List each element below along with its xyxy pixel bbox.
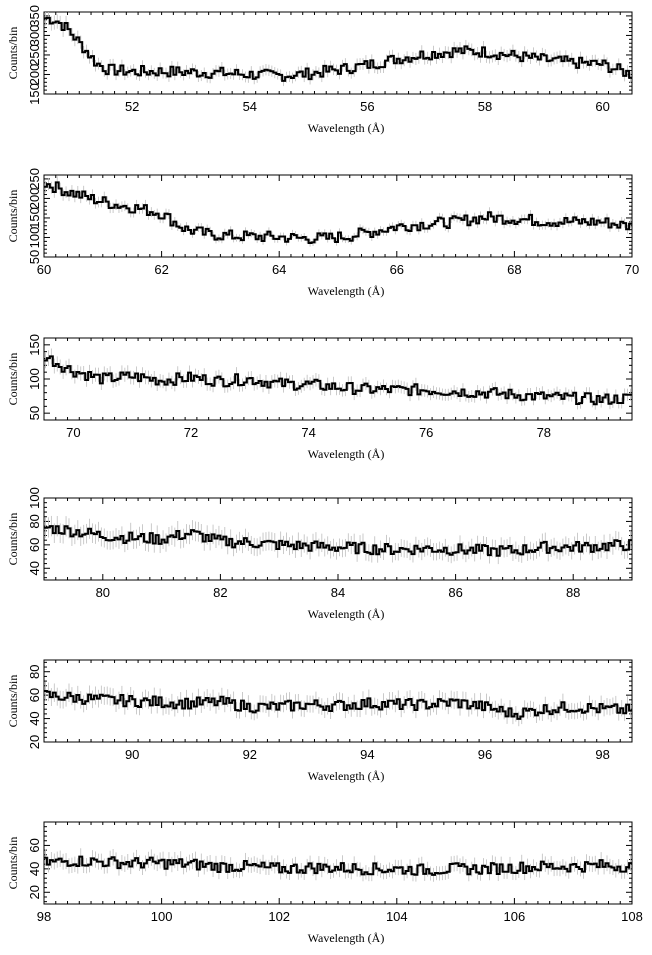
spectrum-panel-6: 98 100 102 104 106 108 20 40 60 Wavelength (Å) Cou… (6, 821, 643, 945)
x-tick-label: 88 (566, 585, 580, 600)
y-tick-label: 200 (27, 64, 42, 86)
x-tick-label: 78 (537, 425, 551, 440)
error-bars (45, 681, 631, 727)
y-axis-label: Counts/bin (6, 675, 20, 728)
x-axis-label: Wavelength (Å) (308, 607, 385, 621)
spectrum-line (44, 525, 632, 557)
x-axis-label: Wavelength (Å) (308, 284, 385, 298)
spectrum-line (44, 16, 632, 82)
y-tick-label: 80 (27, 664, 42, 678)
x-tick-label: 84 (331, 585, 345, 600)
y-tick-label: 60 (27, 538, 42, 552)
x-tick-label: 80 (96, 585, 110, 600)
x-tick-label: 66 (390, 262, 404, 277)
y-tick-label: 20 (27, 735, 42, 749)
x-tick-label: 64 (272, 262, 286, 277)
x-tick-label: 52 (125, 99, 139, 114)
y-axis-label: Counts/bin (6, 353, 20, 406)
y-tick-label: 60 (27, 838, 42, 852)
y-axis-label: Counts/bin (6, 513, 20, 566)
y-tick-label: 80 (27, 514, 42, 528)
y-tick-label: 40 (27, 862, 42, 876)
spectrum-panel-4: 80 82 84 86 88 40 60 80 100 Wavelength (Å) Counts/… (6, 487, 633, 621)
x-tick-label: 74 (301, 425, 315, 440)
y-axis-label: Counts/bin (6, 27, 20, 80)
x-tick-label: 82 (213, 585, 227, 600)
x-tick-label: 70 (625, 262, 639, 277)
x-tick-label: 92 (243, 747, 257, 762)
plot-frame (43, 174, 633, 258)
x-tick-label: 68 (507, 262, 521, 277)
x-tick-label: 72 (184, 425, 198, 440)
y-tick-label: 100 (27, 227, 42, 249)
error-bars (45, 848, 631, 882)
x-tick-label: 62 (154, 262, 168, 277)
x-tick-label: 70 (66, 425, 80, 440)
y-tick-label: 40 (27, 711, 42, 725)
y-tick-label: 200 (27, 188, 42, 210)
spectrum-line (44, 355, 632, 406)
x-tick-label: 102 (268, 909, 290, 924)
y-tick-label: 50 (27, 250, 42, 264)
plot-frame (43, 11, 633, 95)
x-tick-label: 100 (151, 909, 173, 924)
x-axis-label: Wavelength (Å) (308, 121, 385, 135)
y-tick-label: 150 (27, 334, 42, 356)
x-tick-label: 90 (125, 747, 139, 762)
plot-frame (43, 337, 633, 421)
x-axis-label: Wavelength (Å) (308, 447, 385, 461)
x-tick-label: 86 (448, 585, 462, 600)
y-tick-label: 150 (27, 207, 42, 229)
spectrum-panel-3: 70 72 74 76 78 50 100 150 Wavelength (Å) Counts/b… (6, 334, 633, 461)
x-tick-label: 58 (478, 99, 492, 114)
error-bars (45, 12, 631, 87)
y-tick-label: 60 (27, 688, 42, 702)
y-axis-label: Counts/bin (6, 190, 20, 243)
spectrum-line (44, 181, 632, 244)
x-axis-label: Wavelength (Å) (308, 931, 385, 945)
x-tick-label: 98 (37, 909, 51, 924)
x-tick-label: 56 (360, 99, 374, 114)
x-tick-label: 54 (243, 99, 257, 114)
x-tick-label: 98 (595, 747, 609, 762)
spectrum-panel-5: 90 92 94 96 98 20 40 60 80 Wavelength (Å) Counts/b… (6, 659, 633, 783)
y-tick-label: 300 (27, 25, 42, 47)
y-tick-label: 350 (27, 5, 42, 27)
x-axis-label: Wavelength (Å) (308, 769, 385, 783)
x-tick-label: 60 (595, 99, 609, 114)
y-axis-label: Counts/bin (6, 837, 20, 890)
error-bars (45, 348, 631, 410)
x-tick-label: 108 (621, 909, 643, 924)
y-tick-label: 100 (27, 487, 42, 509)
x-tick-label: 94 (360, 747, 374, 762)
x-tick-label: 106 (504, 909, 526, 924)
y-tick-label: 100 (27, 368, 42, 390)
x-tick-label: 76 (419, 425, 433, 440)
y-tick-label: 40 (27, 561, 42, 575)
y-tick-label: 50 (27, 406, 42, 420)
x-tick-label: 60 (37, 262, 51, 277)
y-tick-label: 20 (27, 885, 42, 899)
y-tick-label: 150 (27, 83, 42, 105)
y-tick-label: 250 (27, 44, 42, 66)
y-tick-label: 250 (27, 168, 42, 190)
spectrum-line (44, 689, 632, 720)
x-tick-label: 104 (386, 909, 408, 924)
x-tick-label: 96 (478, 747, 492, 762)
spectrum-line (44, 855, 632, 876)
